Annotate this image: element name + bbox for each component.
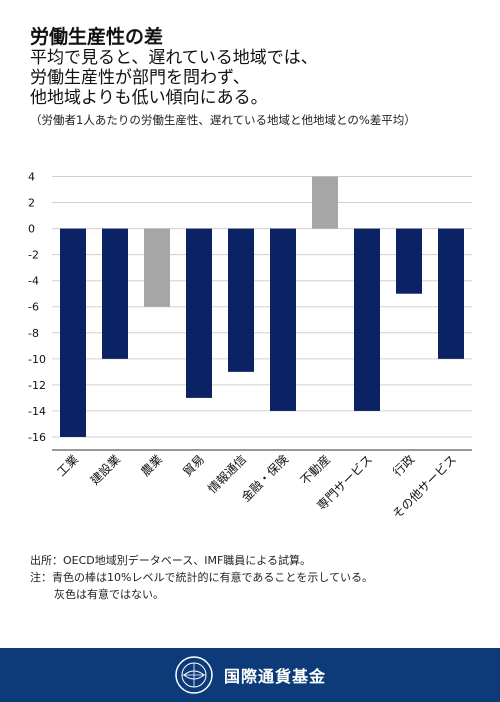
x-tick-label: 貿易 [180,452,207,479]
y-tick-label: -14 [28,405,46,418]
subtitle-line-3: 他地域よりも低い傾向にある。 [30,88,268,108]
y-tick-label: 4 [28,171,35,184]
x-tick-label: 工業 [54,452,81,479]
bar [270,228,296,411]
x-tick-label: 建設業 [87,452,123,488]
bar [354,228,380,411]
significance-note: 注：青色の棒は10%レベルで統計的に有意であることを示している。 [30,571,374,584]
y-tick-label: -12 [28,379,46,392]
chart-title: 労働生産性の差 [30,26,164,48]
bar [396,228,422,294]
x-tick-label: 情報通信 [205,452,249,496]
bar [186,228,212,398]
imf-seal-icon [175,656,213,694]
subtitle-line-1: 平均で見ると、遅れている地域では、 [30,48,318,68]
source-note: 出所：OECD地域別データベース、IMF職員による試算。 [30,554,311,567]
y-tick-label: 2 [28,197,35,210]
x-tick-label: 行政 [390,452,417,479]
bar [60,228,86,437]
y-tick-label: -8 [28,327,39,340]
y-tick-label: -10 [28,353,46,366]
y-tick-label: -2 [28,249,39,262]
y-tick-label: 0 [28,223,35,236]
bar [312,176,338,229]
y-tick-label: -4 [28,275,39,288]
bar [228,228,254,372]
x-tick-label: 不動産 [297,452,333,488]
gray-note: 灰色は有意ではない。 [54,588,164,601]
bar [102,228,128,359]
y-tick-label: -6 [28,301,39,314]
org-name: 国際通貨基金 [223,667,326,686]
bar [144,228,170,307]
bar [438,228,464,359]
x-tick-label: 農業 [138,452,165,479]
chart-note: （労働者1人あたりの労働生産性、遅れている地域と他地域との%差平均） [30,113,416,127]
subtitle-line-2: 労働生産性が部門を問わず、 [30,68,250,88]
title-block: 労働生産性の差 平均で見ると、遅れている地域では、 労働生産性が部門を問わず、 … [30,26,480,128]
y-tick-label: -16 [28,431,46,444]
footnotes: 出所：OECD地域別データベース、IMF職員による試算。 注：青色の棒は10%レ… [30,552,373,603]
footer-banner: 国際通貨基金 [0,648,500,702]
